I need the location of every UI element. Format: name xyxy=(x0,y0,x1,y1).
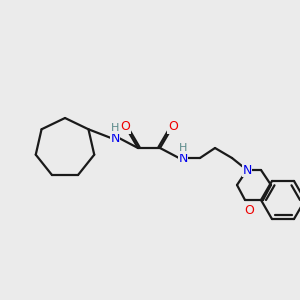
Text: O: O xyxy=(244,203,254,217)
Text: N: N xyxy=(242,164,252,176)
Text: N: N xyxy=(178,152,188,164)
Text: O: O xyxy=(168,121,178,134)
Text: O: O xyxy=(120,121,130,134)
Text: H: H xyxy=(179,143,187,153)
Text: H: H xyxy=(111,123,119,133)
Text: N: N xyxy=(110,131,120,145)
